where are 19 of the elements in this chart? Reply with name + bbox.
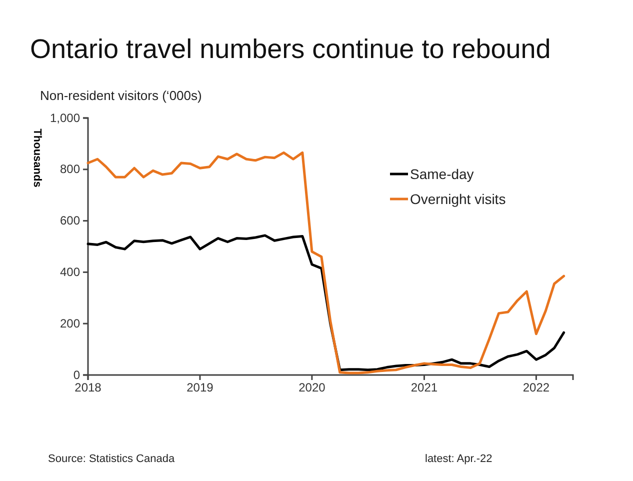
- y-tick-label: 800: [60, 162, 80, 176]
- y-axis-title: Thousands: [31, 128, 43, 188]
- x-tick-label: 2022: [522, 380, 550, 395]
- source-note: Source: Statistics Canada: [48, 453, 176, 465]
- y-tick-label: 600: [60, 214, 80, 228]
- chart-title: Ontario travel numbers continue to rebound: [30, 34, 551, 64]
- line-series: [86, 151, 566, 374]
- x-tick-label: 2018: [74, 380, 102, 395]
- y-tick-label: 400: [60, 265, 80, 280]
- legend-label: Overnight visits: [410, 191, 506, 207]
- chart-subtitle: Non-resident visitors (‘000s): [40, 88, 202, 103]
- x-tick-label: 2020: [298, 380, 326, 395]
- text: latest: Apr.-22: [425, 453, 492, 465]
- y-tick-label: 200: [60, 316, 80, 330]
- y-tick-label: 1,000: [50, 110, 80, 125]
- x-tick-label: 2019: [186, 380, 214, 395]
- legend-label: Same-day: [410, 166, 474, 182]
- y-tick-label: 0: [73, 368, 80, 382]
- x-tick-label: 2021: [410, 380, 438, 395]
